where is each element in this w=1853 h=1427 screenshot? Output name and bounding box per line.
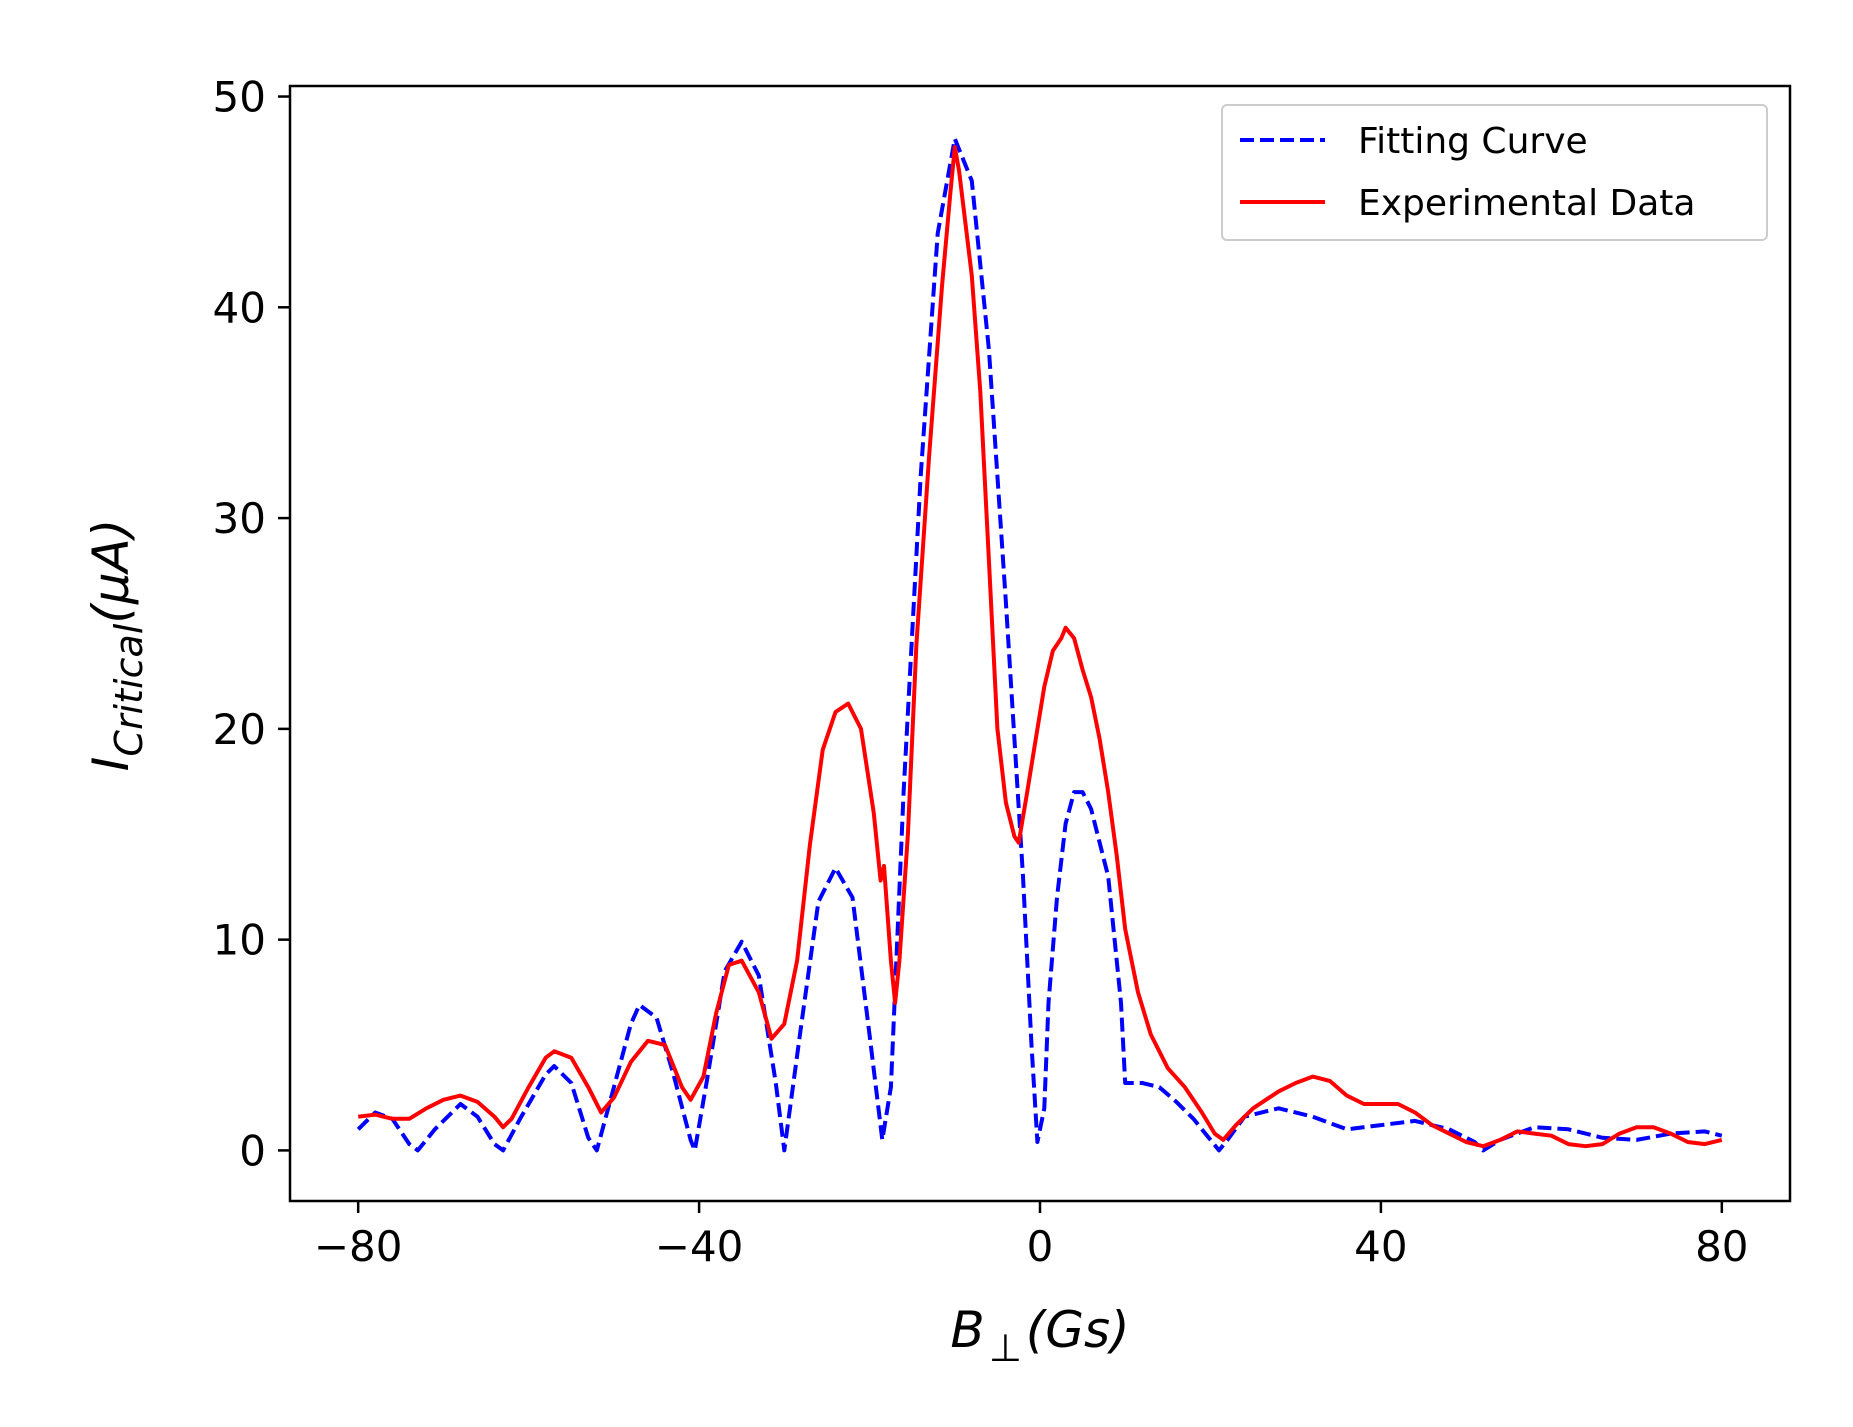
x-tick-label: −80 bbox=[314, 1222, 403, 1271]
y-tick-label: 40 bbox=[213, 283, 266, 332]
y-axis-label-main: I bbox=[82, 757, 140, 772]
svg-text:ICritical(μA): ICritical(μA) bbox=[82, 519, 151, 772]
y-axis-label: ICritical(μA) bbox=[82, 519, 151, 772]
x-tick-label: −40 bbox=[655, 1222, 744, 1271]
x-tick-label: 0 bbox=[1027, 1222, 1054, 1271]
svg-text:B⊥(Gs): B ⊥(Gs) bbox=[950, 1301, 1129, 1370]
x-ticks: −80 −40 0 40 80 bbox=[314, 1201, 1749, 1271]
x-axis-label: B ⊥(Gs) bbox=[950, 1301, 1129, 1370]
y-tick-label: 10 bbox=[213, 916, 266, 965]
legend: Fitting Curve Experimental Data bbox=[1221, 104, 1768, 241]
legend-label-experimental-data: Experimental Data bbox=[1358, 183, 1695, 224]
series-layer bbox=[356, 136, 1723, 1153]
x-tick-label: 40 bbox=[1354, 1222, 1407, 1271]
legend-label-fitting-curve: Fitting Curve bbox=[1358, 121, 1588, 162]
x-axis-label-rest: (Gs) bbox=[1026, 1301, 1130, 1359]
y-tick-label: 20 bbox=[213, 705, 266, 754]
x-tick-label: 80 bbox=[1695, 1222, 1748, 1271]
plot-frame bbox=[288, 84, 1792, 1203]
x-axis-label-sub: ⊥ bbox=[989, 1326, 1022, 1370]
x-axis-label-main: B bbox=[950, 1301, 984, 1359]
series-line-fitting-curve bbox=[356, 136, 1723, 1153]
y-axis-label-rest: (μA) bbox=[82, 519, 140, 624]
legend-box bbox=[1221, 104, 1768, 241]
y-tick-label: 50 bbox=[213, 73, 266, 122]
y-tick-label: 0 bbox=[239, 1126, 266, 1175]
y-tick-label: 30 bbox=[213, 494, 266, 543]
y-axis-label-sub: Critical bbox=[107, 623, 151, 756]
series-line-experimental-data bbox=[357, 145, 1723, 1149]
y-ticks: 0 10 20 30 40 50 bbox=[213, 73, 290, 1175]
